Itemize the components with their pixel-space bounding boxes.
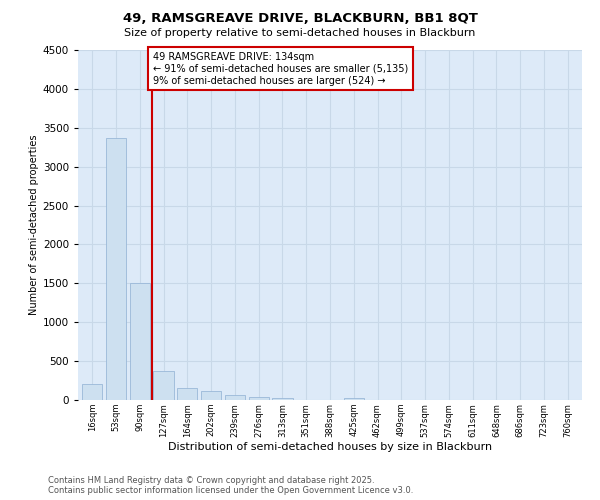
Y-axis label: Number of semi-detached properties: Number of semi-detached properties xyxy=(29,134,38,316)
Bar xyxy=(106,138,126,400)
Text: Contains HM Land Registry data © Crown copyright and database right 2025.: Contains HM Land Registry data © Crown c… xyxy=(48,476,374,485)
Bar xyxy=(272,398,293,400)
Bar xyxy=(130,284,150,400)
Text: 49 RAMSGREAVE DRIVE: 134sqm
← 91% of semi-detached houses are smaller (5,135)
9%: 49 RAMSGREAVE DRIVE: 134sqm ← 91% of sem… xyxy=(153,52,408,86)
Bar xyxy=(201,391,221,400)
Text: Size of property relative to semi-detached houses in Blackburn: Size of property relative to semi-detach… xyxy=(124,28,476,38)
Bar xyxy=(154,371,173,400)
Bar xyxy=(177,388,197,400)
X-axis label: Distribution of semi-detached houses by size in Blackburn: Distribution of semi-detached houses by … xyxy=(168,442,492,452)
Text: 49, RAMSGREAVE DRIVE, BLACKBURN, BB1 8QT: 49, RAMSGREAVE DRIVE, BLACKBURN, BB1 8QT xyxy=(122,12,478,26)
Text: Contains public sector information licensed under the Open Government Licence v3: Contains public sector information licen… xyxy=(48,486,413,495)
Bar xyxy=(248,398,269,400)
Bar xyxy=(344,398,364,400)
Bar xyxy=(82,384,103,400)
Bar xyxy=(225,396,245,400)
